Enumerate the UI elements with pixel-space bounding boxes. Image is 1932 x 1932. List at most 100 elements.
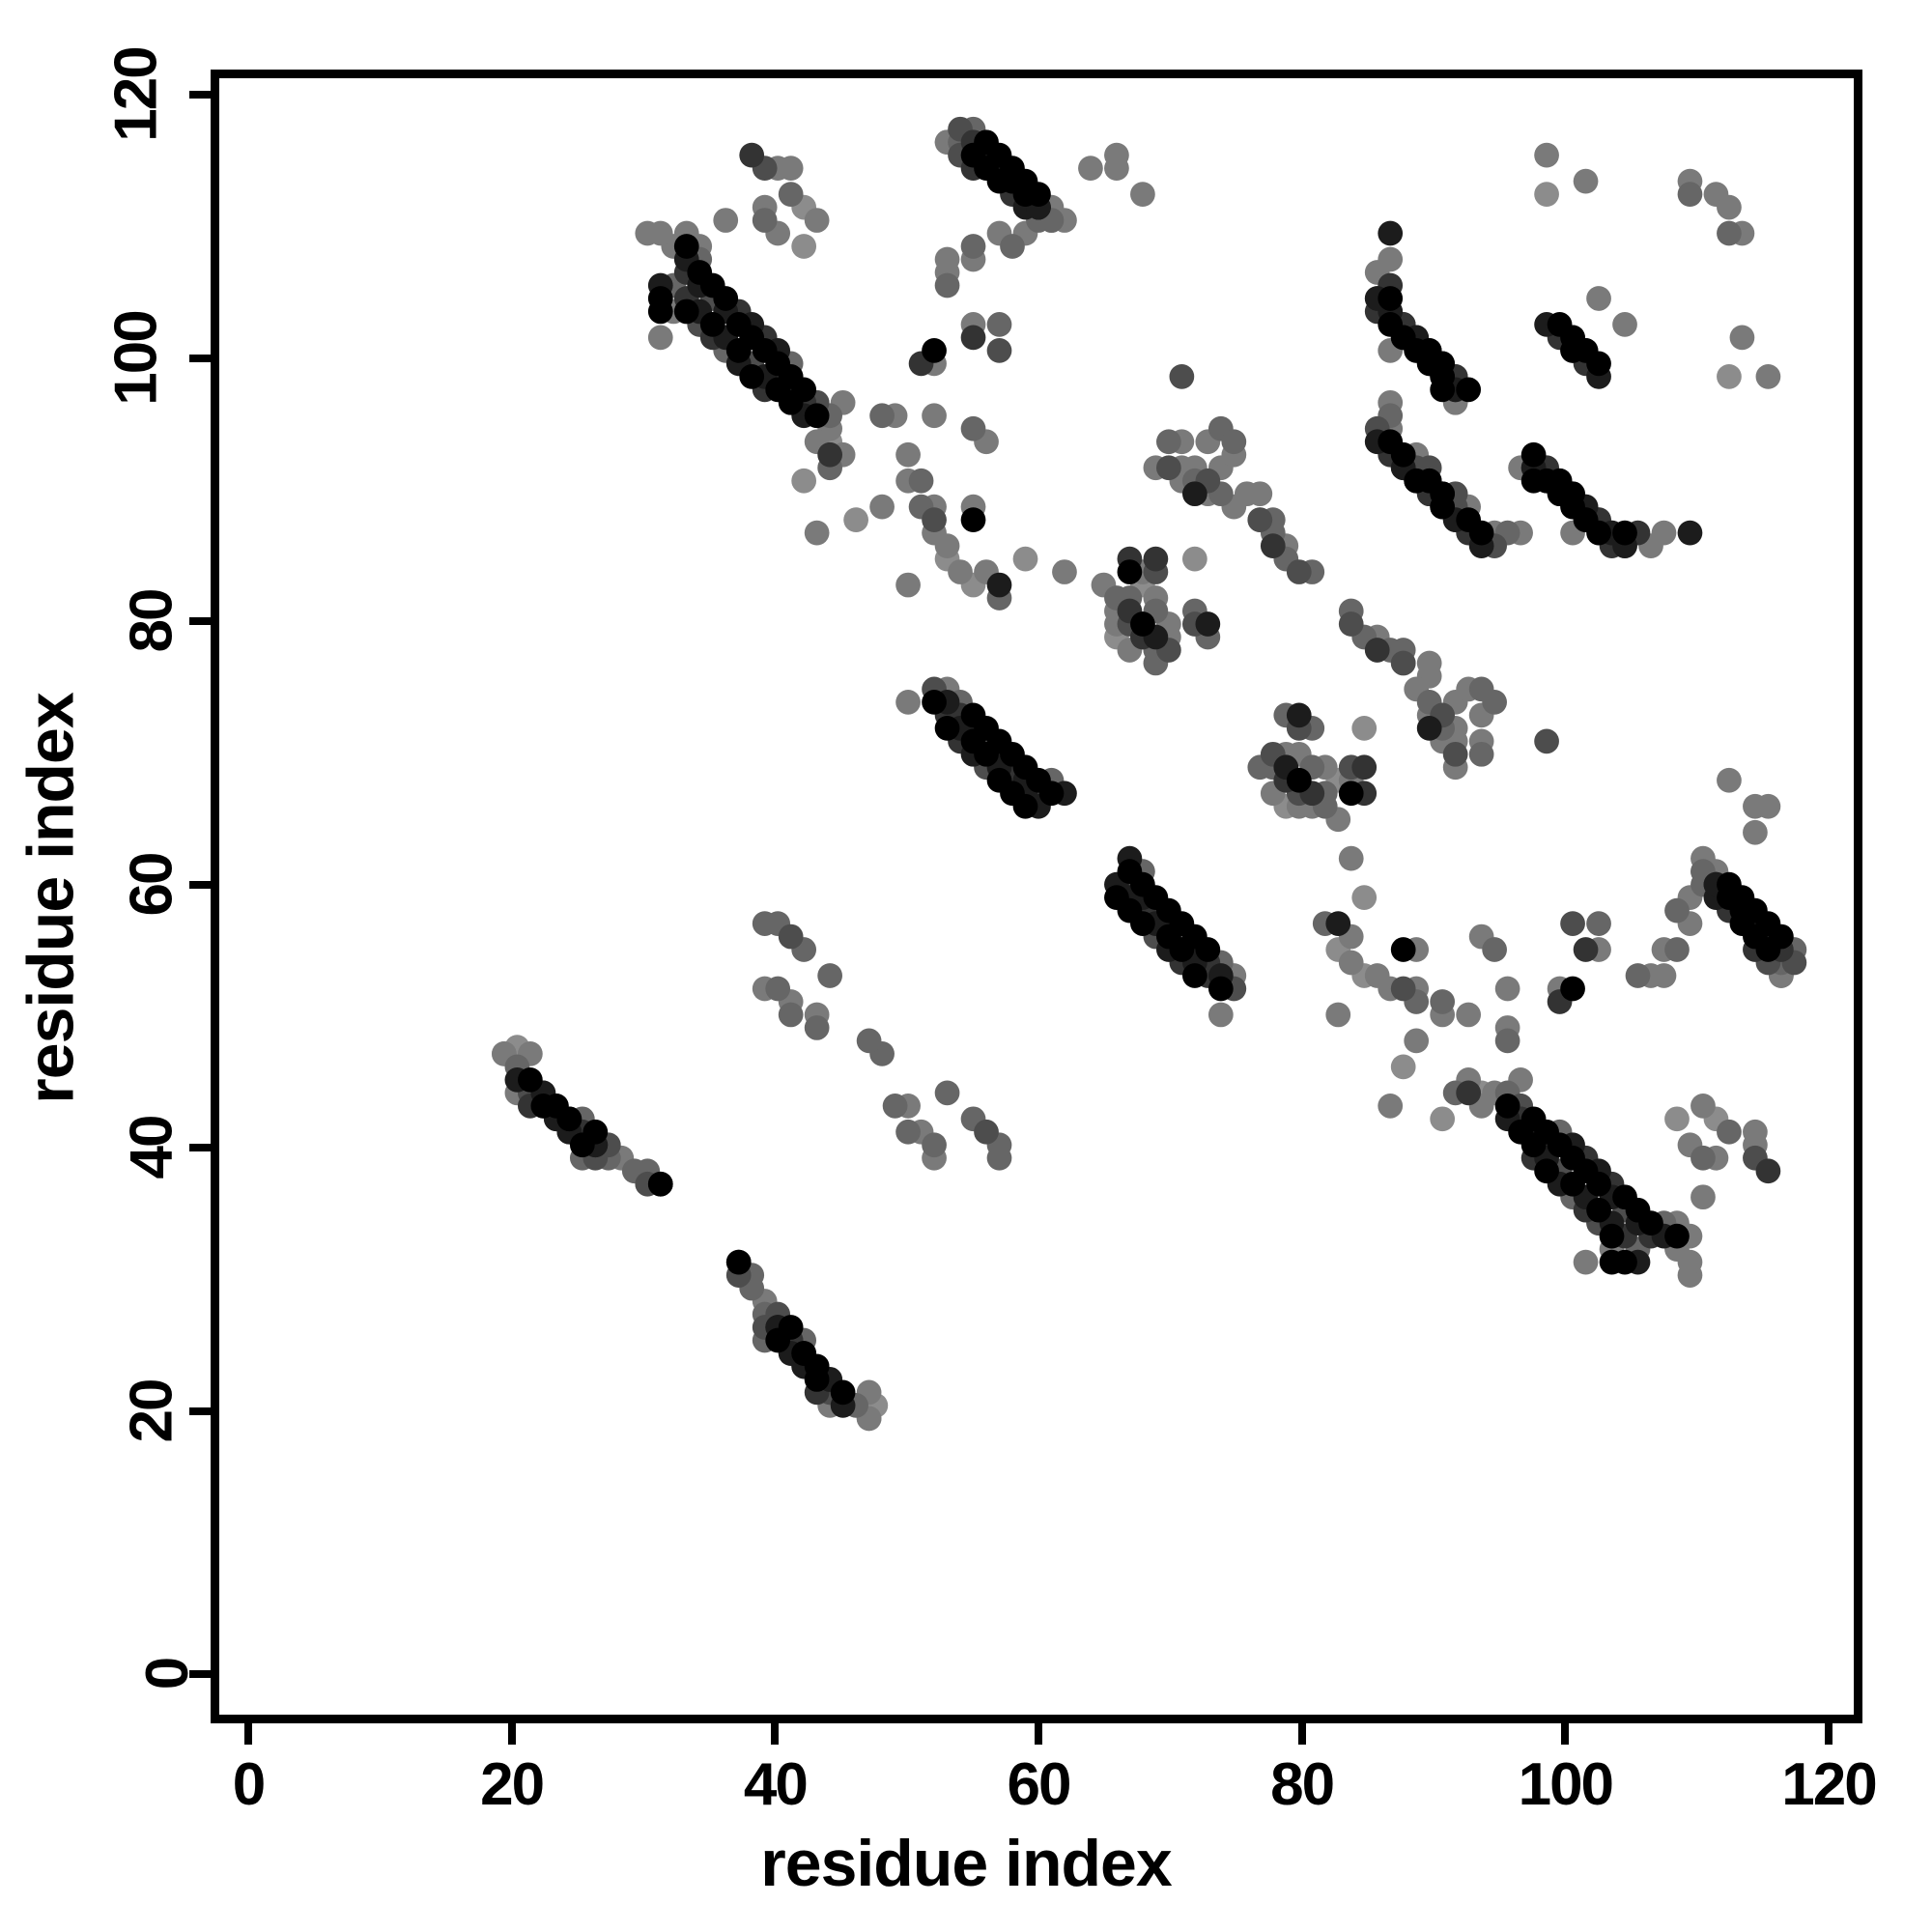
scatter-point [1404, 468, 1430, 494]
scatter-point [1351, 754, 1378, 781]
scatter-point [739, 363, 765, 389]
scatter-point [1169, 363, 1195, 389]
scatter-point [1573, 1249, 1599, 1275]
scatter-point [895, 441, 921, 468]
scatter-point [1378, 246, 1404, 272]
scatter-point [687, 260, 713, 285]
scatter-point [1560, 976, 1585, 1002]
scatter-point [1000, 234, 1025, 259]
scatter-point [817, 963, 843, 988]
scatter-point [1390, 976, 1416, 1002]
plot-area [211, 70, 1862, 1723]
scatter-point [1325, 911, 1351, 936]
x-tick-label: 0 [232, 1751, 266, 1818]
scatter-point [1195, 611, 1221, 637]
scatter-point [1573, 168, 1599, 194]
scatter-point [922, 507, 947, 533]
scatter-point [1599, 1249, 1625, 1275]
scatter-point [1586, 286, 1611, 311]
scatter-point [1586, 1197, 1611, 1223]
y-tick-label-text: 80 [118, 589, 185, 653]
scatter-point [1181, 963, 1208, 988]
x-tick-mark [771, 1723, 780, 1745]
scatter-point [1181, 481, 1208, 507]
scatter-point [765, 976, 791, 1002]
scatter-point [960, 507, 986, 533]
scatter-point [1494, 1093, 1520, 1119]
scatter-point [1717, 194, 1742, 220]
scatter-point [1130, 911, 1155, 936]
scatter-point [1104, 142, 1129, 168]
scatter-point [1677, 182, 1703, 207]
scatter-point [673, 298, 699, 325]
scatter-point [922, 1132, 947, 1158]
scatter-point [778, 182, 804, 207]
y-tick-mark [189, 1670, 211, 1678]
scatter-point [1208, 1002, 1234, 1028]
scatter-point [908, 468, 934, 494]
scatter-point [1130, 611, 1155, 637]
scatter-point [1430, 494, 1456, 520]
scatter-point [895, 572, 921, 598]
scatter-point [1468, 741, 1494, 767]
scatter-point [986, 572, 1012, 598]
scatter-point [1729, 325, 1755, 351]
scatter-point [1494, 1028, 1520, 1054]
x-tick-mark [1297, 1723, 1306, 1745]
scatter-point [725, 312, 752, 337]
scatter-point [856, 1028, 882, 1054]
scatter-point [1378, 286, 1404, 311]
scatter-point [1612, 312, 1637, 337]
scatter-point [1430, 1106, 1456, 1132]
scatter-point [1364, 638, 1390, 663]
scatter-point [1560, 911, 1585, 936]
scatter-point [922, 403, 947, 429]
scatter-point [895, 1119, 921, 1145]
scatter-point [1717, 767, 1742, 793]
scatter-point [843, 507, 868, 533]
scatter-point [1468, 520, 1494, 546]
scatter-point [1247, 507, 1273, 533]
scatter-point [778, 923, 804, 950]
scatter-point [1416, 715, 1442, 741]
x-tick-mark [1561, 1723, 1570, 1745]
scatter-point [1181, 546, 1208, 572]
scatter-point [713, 208, 739, 233]
scatter-point [1482, 937, 1507, 962]
x-axis-title: residue index [760, 1827, 1172, 1900]
scatter-point [1286, 559, 1312, 584]
y-tick-label: 80 [0, 578, 185, 665]
scatter-point [934, 272, 960, 298]
scatter-point [895, 690, 921, 715]
scatter-point [1743, 819, 1768, 845]
y-tick-label: 20 [0, 1368, 185, 1455]
x-tick-label: 40 [743, 1751, 809, 1818]
scatter-point [869, 494, 895, 520]
y-tick-mark [189, 1144, 211, 1151]
x-tick-label: 120 [1781, 1751, 1877, 1818]
scatter-point [1573, 507, 1599, 533]
scatter-point [1468, 676, 1494, 702]
y-tick-label-text: 120 [102, 47, 170, 142]
scatter-point [986, 338, 1012, 363]
scatter-point [974, 129, 999, 156]
scatter-point [1390, 1054, 1416, 1080]
x-tick-mark [1035, 1723, 1042, 1745]
scatter-point [791, 468, 817, 494]
scatter-point [1547, 468, 1573, 494]
scatter-point [778, 156, 804, 182]
scatter-point [1456, 1002, 1482, 1028]
x-tick-mark [244, 1723, 252, 1745]
scatter-point [1690, 1093, 1716, 1119]
scatter-point [986, 312, 1012, 337]
scatter-point [974, 1119, 999, 1145]
scatter-point [1338, 781, 1364, 807]
scatter-point [986, 767, 1012, 793]
scatter-point [960, 728, 986, 754]
scatter-point [1325, 1002, 1351, 1028]
scatter-point [948, 559, 973, 584]
x-tick-label: 20 [480, 1751, 545, 1818]
scatter-point [804, 520, 830, 546]
scatter-point [1690, 1145, 1716, 1171]
scatter-point [1520, 468, 1547, 494]
